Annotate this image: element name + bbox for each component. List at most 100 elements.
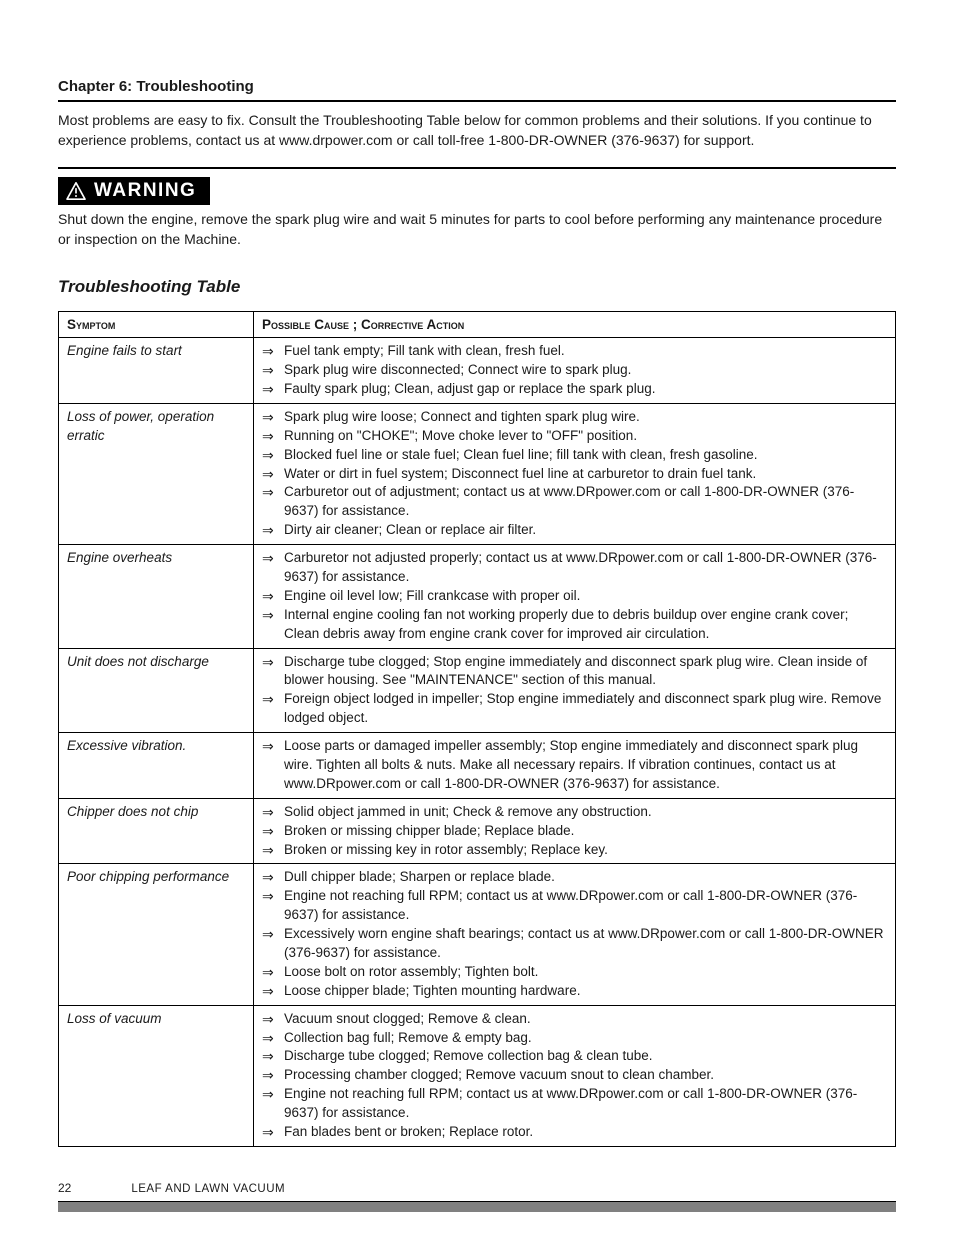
arrow-icon: ⇒ (262, 587, 284, 606)
symptom-cell: Engine fails to start (59, 338, 254, 404)
cause-text: Broken or missing key in rotor assembly;… (284, 841, 887, 860)
cause-item: ⇒Spark plug wire disconnected; Connect w… (262, 361, 887, 380)
symptom-cell: Loss of vacuum (59, 1005, 254, 1146)
book-title: LEAF AND LAWN VACUUM (131, 1183, 285, 1195)
cause-text: Foreign object lodged in impeller; Stop … (284, 690, 887, 728)
cause-text: Fuel tank empty; Fill tank with clean, f… (284, 342, 887, 361)
cause-item: ⇒Faulty spark plug; Clean, adjust gap or… (262, 380, 887, 399)
header-symptom: Symptom (59, 312, 254, 338)
page-footer: 22 LEAF AND LAWN VACUUM (58, 1181, 896, 1212)
symptom-cell: Excessive vibration. (59, 733, 254, 799)
cause-text: Engine not reaching full RPM; contact us… (284, 1085, 887, 1123)
cause-text: Loose bolt on rotor assembly; Tighten bo… (284, 963, 887, 982)
arrow-icon: ⇒ (262, 1066, 284, 1085)
cause-item: ⇒Blocked fuel line or stale fuel; Clean … (262, 446, 887, 465)
arrow-icon: ⇒ (262, 521, 284, 540)
cause-text: Dirty air cleaner; Clean or replace air … (284, 521, 887, 540)
cause-text: Water or dirt in fuel system; Disconnect… (284, 465, 887, 484)
warning-label-text: WARNING (94, 180, 196, 202)
table-title: Troubleshooting Table (58, 277, 896, 297)
cause-item: ⇒Engine oil level low; Fill crankcase wi… (262, 587, 887, 606)
cause-item: ⇒Running on "CHOKE"; Move choke lever to… (262, 427, 887, 446)
arrow-icon: ⇒ (262, 868, 284, 887)
footer-bar (58, 1201, 896, 1212)
cause-cell: ⇒Spark plug wire loose; Connect and tigh… (254, 403, 896, 544)
cause-item: ⇒Fan blades bent or broken; Replace roto… (262, 1123, 887, 1142)
cause-text: Carburetor out of adjustment; contact us… (284, 483, 887, 521)
table-row: Loss of vacuum⇒Vacuum snout clogged; Rem… (59, 1005, 896, 1146)
arrow-icon: ⇒ (262, 925, 284, 944)
cause-item: ⇒Engine not reaching full RPM; contact u… (262, 1085, 887, 1123)
table-row: Unit does not discharge⇒Discharge tube c… (59, 648, 896, 733)
arrow-icon: ⇒ (262, 841, 284, 860)
table-row: Excessive vibration.⇒Loose parts or dama… (59, 733, 896, 799)
cause-text: Engine oil level low; Fill crankcase wit… (284, 587, 887, 606)
symptom-cell: Engine overheats (59, 545, 254, 648)
warning-badge: WARNING (58, 177, 210, 205)
cause-text: Loose parts or damaged impeller assembly… (284, 737, 887, 794)
arrow-icon: ⇒ (262, 446, 284, 465)
header-cause: Possible Cause ; Corrective Action (254, 312, 896, 338)
arrow-icon: ⇒ (262, 361, 284, 380)
table-row: Engine fails to start ⇒Fuel tank empty; F… (59, 338, 896, 404)
cause-cell: ⇒Vacuum snout clogged; Remove & clean.⇒C… (254, 1005, 896, 1146)
cause-cell: ⇒Carburetor not adjusted properly; conta… (254, 545, 896, 648)
arrow-icon: ⇒ (262, 380, 284, 399)
cause-text: Collection bag full; Remove & empty bag. (284, 1029, 887, 1048)
cause-text: Faulty spark plug; Clean, adjust gap or … (284, 380, 887, 399)
cause-text: Broken or missing chipper blade; Replace… (284, 822, 887, 841)
cause-item: ⇒Spark plug wire loose; Connect and tigh… (262, 408, 887, 427)
arrow-icon: ⇒ (262, 822, 284, 841)
arrow-icon: ⇒ (262, 1123, 284, 1142)
cause-text: Spark plug wire loose; Connect and tight… (284, 408, 887, 427)
cause-text: Fan blades bent or broken; Replace rotor… (284, 1123, 887, 1142)
section-rule (58, 167, 896, 169)
cause-text: Engine not reaching full RPM; contact us… (284, 887, 887, 925)
cause-cell: ⇒Loose parts or damaged impeller assembl… (254, 733, 896, 799)
arrow-icon: ⇒ (262, 465, 284, 484)
warning-triangle-icon (66, 182, 86, 200)
cause-item: ⇒Discharge tube clogged; Stop engine imm… (262, 653, 887, 691)
cause-text: Dull chipper blade; Sharpen or replace b… (284, 868, 887, 887)
cause-item: ⇒Broken or missing chipper blade; Replac… (262, 822, 887, 841)
arrow-icon: ⇒ (262, 1029, 284, 1048)
symptom-cell: Unit does not discharge (59, 648, 254, 733)
arrow-icon: ⇒ (262, 342, 284, 361)
cause-item: ⇒Processing chamber clogged; Remove vacu… (262, 1066, 887, 1085)
cause-item: ⇒Loose chipper blade; Tighten mounting h… (262, 982, 887, 1001)
cause-item: ⇒Water or dirt in fuel system; Disconnec… (262, 465, 887, 484)
cause-item: ⇒Foreign object lodged in impeller; Stop… (262, 690, 887, 728)
arrow-icon: ⇒ (262, 408, 284, 427)
cause-text: Vacuum snout clogged; Remove & clean. (284, 1010, 887, 1029)
cause-cell: ⇒Dull chipper blade; Sharpen or replace … (254, 864, 896, 1005)
cause-text: Carburetor not adjusted properly; contac… (284, 549, 887, 587)
table-row: Chipper does not chip⇒Solid object jamme… (59, 798, 896, 864)
cause-item: ⇒Broken or missing key in rotor assembly… (262, 841, 887, 860)
arrow-icon: ⇒ (262, 690, 284, 709)
cause-item: ⇒Vacuum snout clogged; Remove & clean. (262, 1010, 887, 1029)
table-body: Engine fails to start⇒Fuel tank empty; F… (59, 338, 896, 1147)
troubleshooting-table: Symptom Possible Cause ; Corrective Acti… (58, 311, 896, 1147)
cause-cell: ⇒Solid object jammed in unit; Check & re… (254, 798, 896, 864)
table-row: Loss of power, operation erratic⇒Spark p… (59, 403, 896, 544)
intro-paragraph: Most problems are easy to fix. Consult t… (58, 110, 896, 151)
symptom-cell: Loss of power, operation erratic (59, 403, 254, 544)
cause-text: Processing chamber clogged; Remove vacuu… (284, 1066, 887, 1085)
cause-text: Loose chipper blade; Tighten mounting ha… (284, 982, 887, 1001)
arrow-icon: ⇒ (262, 606, 284, 625)
chapter-title: Chapter 6: Troubleshooting (58, 78, 896, 95)
page-number: 22 (58, 1181, 128, 1195)
cause-text: Spark plug wire disconnected; Connect wi… (284, 361, 887, 380)
arrow-icon: ⇒ (262, 963, 284, 982)
cause-item: ⇒Discharge tube clogged; Remove collecti… (262, 1047, 887, 1066)
cause-text: Solid object jammed in unit; Check & rem… (284, 803, 887, 822)
cause-text: Internal engine cooling fan not working … (284, 606, 887, 644)
arrow-icon: ⇒ (262, 549, 284, 568)
cause-item: ⇒Loose bolt on rotor assembly; Tighten b… (262, 963, 887, 982)
arrow-icon: ⇒ (262, 653, 284, 672)
arrow-icon: ⇒ (262, 1047, 284, 1066)
cause-item: ⇒Engine not reaching full RPM; contact u… (262, 887, 887, 925)
cause-item: ⇒Dull chipper blade; Sharpen or replace … (262, 868, 887, 887)
cause-text: Blocked fuel line or stale fuel; Clean f… (284, 446, 887, 465)
manual-page: Chapter 6: Troubleshooting Most problems… (0, 0, 954, 1252)
